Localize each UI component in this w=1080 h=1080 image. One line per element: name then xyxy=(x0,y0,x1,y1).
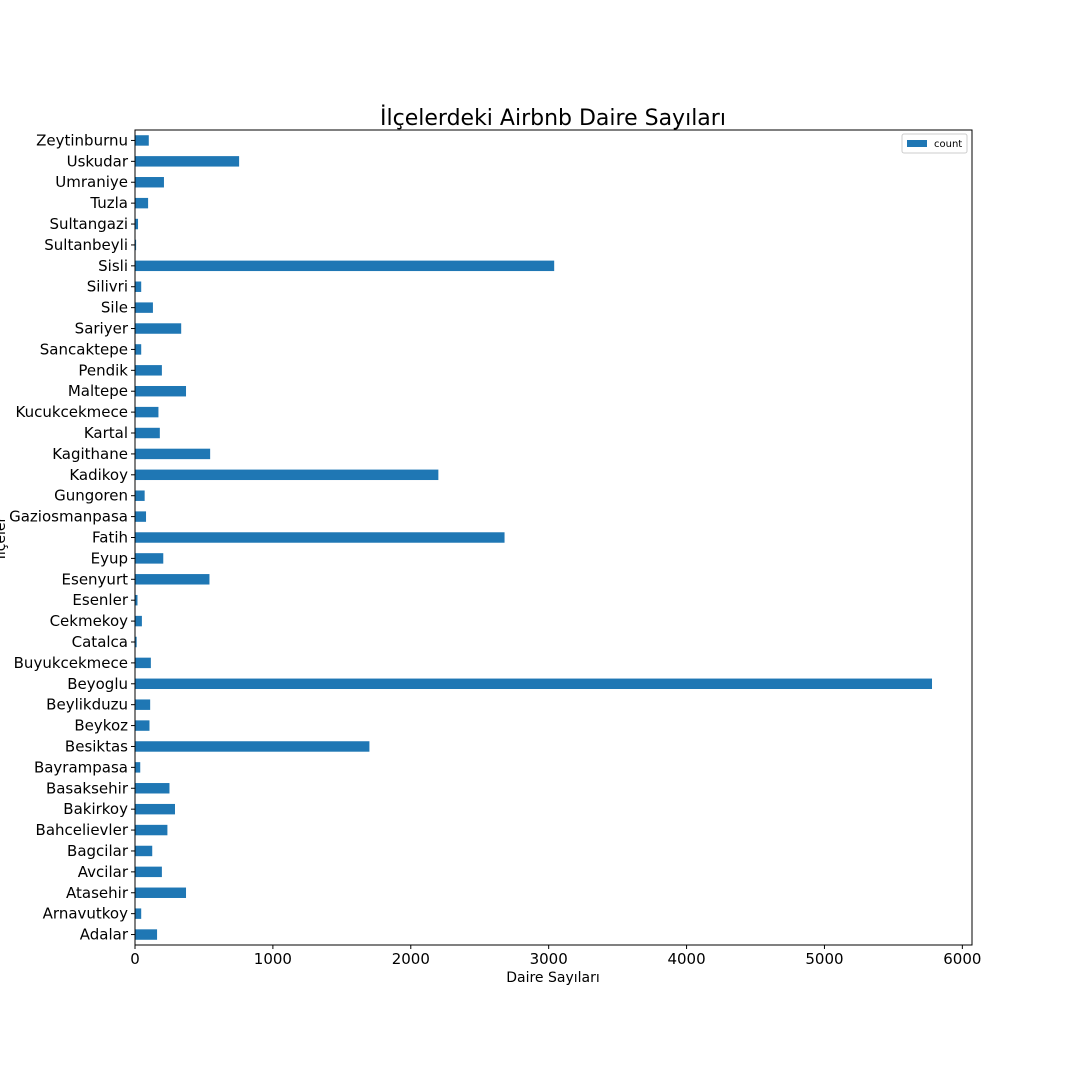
legend-swatch xyxy=(907,140,927,147)
legend: count xyxy=(901,133,968,154)
y-tick-label-uskudar: Uskudar xyxy=(67,152,129,170)
bar-sile xyxy=(135,302,153,313)
bar-adalar xyxy=(135,929,158,940)
bar-catalca xyxy=(135,636,137,648)
y-tick-label-adalar: Adalar xyxy=(80,926,129,944)
bar-zeytinburnu xyxy=(135,135,149,146)
y-tick-label-kucukcekmece: Kucukcekmece xyxy=(15,403,128,421)
y-tick-label-tuzla: Tuzla xyxy=(89,194,128,212)
bar-tuzla xyxy=(135,197,149,209)
bar-atasehir xyxy=(135,887,187,898)
y-tick-label-bayrampasa: Bayrampasa xyxy=(34,758,128,776)
bar-eyup xyxy=(135,553,164,564)
y-tick-label-zeytinburnu: Zeytinburnu xyxy=(36,131,128,149)
bar-kucukcekmece xyxy=(135,406,159,418)
y-tick-label-sile: Sile xyxy=(101,299,128,317)
bar-fatih xyxy=(135,532,505,543)
y-tick-label-buyukcekmece: Buyukcekmece xyxy=(14,654,128,672)
bar-kagithane xyxy=(135,448,211,460)
legend-frame xyxy=(901,133,968,154)
y-tick-label-sultangazi: Sultangazi xyxy=(49,215,128,233)
y-tick-label-besiktas: Besiktas xyxy=(65,737,128,755)
bar-sultangazi xyxy=(135,218,139,230)
y-tick-label-esenler: Esenler xyxy=(72,591,128,609)
bar-arnavutkoy xyxy=(135,908,142,919)
y-tick-label-sisli: Sisli xyxy=(98,257,128,275)
bars-group xyxy=(135,135,933,940)
bar-pendik xyxy=(135,365,162,376)
y-tick-label-umraniye: Umraniye xyxy=(55,173,128,191)
bar-beykoz xyxy=(135,720,150,731)
bar-avcilar xyxy=(135,866,162,878)
y-tick-label-bahcelievler: Bahcelievler xyxy=(36,821,129,839)
bar-bagcilar xyxy=(135,845,153,857)
bar-sancaktepe xyxy=(135,344,142,355)
y-tick-label-sultanbeyli: Sultanbeyli xyxy=(44,236,128,254)
y-tick-label-pendik: Pendik xyxy=(78,361,128,379)
x-ticks: 0 1000 2000 3000 4000 5000 6000 xyxy=(130,945,981,968)
bar-umraniye xyxy=(135,177,164,188)
y-tick-label-gaziosmanpasa: Gaziosmanpasa xyxy=(9,508,128,526)
chart-title: İlçelerdeki Airbnb Daire Sayıları xyxy=(380,105,726,131)
bar-esenyurt xyxy=(135,574,210,585)
y-tick-label-kartal: Kartal xyxy=(84,424,128,442)
x-tick-label-4000: 4000 xyxy=(667,950,705,968)
y-tick-labels: Adalar Arnavutkoy Atasehir Avcilar Bagcilar B… xyxy=(9,131,135,944)
y-tick-label-basaksehir: Basaksehir xyxy=(46,779,129,797)
bar-basaksehir xyxy=(135,783,170,794)
bar-buyukcekmece xyxy=(135,657,151,669)
bar-beylikduzu xyxy=(135,699,151,710)
bar-uskudar xyxy=(135,156,240,167)
bar-sultanbeyli xyxy=(135,239,137,251)
y-tick-label-beylikduzu: Beylikduzu xyxy=(46,696,128,714)
y-tick-label-arnavutkoy: Arnavutkoy xyxy=(43,905,128,923)
x-tick-label-2000: 2000 xyxy=(392,950,430,968)
y-tick-label-atasehir: Atasehir xyxy=(66,884,129,902)
x-tick-label-0: 0 xyxy=(130,950,140,968)
y-tick-label-kadikoy: Kadikoy xyxy=(69,466,128,484)
bar-silivri xyxy=(135,281,142,292)
y-tick-label-avcilar: Avcilar xyxy=(78,863,129,881)
bar-kadikoy xyxy=(135,469,439,481)
y-tick-label-beyoglu: Beyoglu xyxy=(67,675,128,693)
x-tick-label-3000: 3000 xyxy=(530,950,568,968)
bar-sariyer xyxy=(135,323,182,334)
plot-frame xyxy=(134,129,973,946)
bar-bayrampasa xyxy=(135,762,141,773)
bar-cekmekoy xyxy=(135,615,142,627)
y-tick-label-kagithane: Kagithane xyxy=(52,445,128,463)
y-tick-label-sancaktepe: Sancaktepe xyxy=(40,340,128,358)
bar-gaziosmanpasa xyxy=(135,511,147,522)
x-axis-label: Daire Sayıları xyxy=(506,970,600,986)
y-tick-label-fatih: Fatih xyxy=(92,529,128,547)
y-tick-label-beykoz: Beykoz xyxy=(74,717,128,735)
bar-besiktas xyxy=(135,741,370,752)
y-tick-label-bagcilar: Bagcilar xyxy=(67,842,129,860)
legend-label: count xyxy=(934,139,962,150)
bar-sisli xyxy=(135,260,555,272)
bar-bahcelievler xyxy=(135,824,168,836)
bar-bakirkoy xyxy=(135,803,175,815)
x-tick-label-5000: 5000 xyxy=(805,950,843,968)
y-tick-label-silivri: Silivri xyxy=(87,278,128,296)
y-tick-label-sariyer: Sariyer xyxy=(75,320,129,338)
y-tick-label-cekmekoy: Cekmekoy xyxy=(50,612,129,630)
x-tick-label-6000: 6000 xyxy=(943,950,981,968)
bar-gungoren xyxy=(135,490,145,501)
bar-esenler xyxy=(135,594,138,606)
bar-maltepe xyxy=(135,385,187,397)
bar-kartal xyxy=(135,427,160,439)
bar-beyoglu xyxy=(135,678,933,690)
y-tick-label-catalca: Catalca xyxy=(72,633,128,651)
y-tick-label-bakirkoy: Bakirkoy xyxy=(63,800,128,818)
y-tick-label-eyup: Eyup xyxy=(91,549,128,567)
y-tick-label-maltepe: Maltepe xyxy=(68,382,128,400)
x-tick-label-1000: 1000 xyxy=(254,950,292,968)
y-tick-label-esenyurt: Esenyurt xyxy=(62,570,129,588)
y-axis-label: İlçeler xyxy=(0,516,9,559)
y-tick-label-gungoren: Gungoren xyxy=(54,487,128,505)
